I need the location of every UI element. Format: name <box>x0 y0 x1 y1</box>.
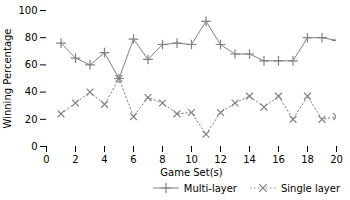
html-text:Single layer: Single layer <box>281 182 340 194</box>
svg-text:20: 20 <box>330 154 343 165</box>
svg-text:4: 4 <box>101 154 107 165</box>
svg-text:14: 14 <box>243 154 256 165</box>
svg-text:2: 2 <box>72 154 78 165</box>
svg-text:0: 0 <box>43 154 49 165</box>
svg-text:0: 0 <box>31 141 37 152</box>
svg-text:18: 18 <box>301 154 314 165</box>
svg-text:10: 10 <box>185 154 198 165</box>
svg-text:6: 6 <box>130 154 136 165</box>
svg-text:8: 8 <box>159 154 165 165</box>
svg-text:20: 20 <box>25 114 38 125</box>
svg-text:12: 12 <box>214 154 227 165</box>
svg-text:80: 80 <box>25 32 38 43</box>
svg-text:60: 60 <box>25 59 38 70</box>
svg-text:100: 100 <box>18 5 37 16</box>
html-text:Multi-layer: Multi-layer <box>183 182 237 194</box>
svg-text:16: 16 <box>272 154 285 165</box>
svg-text:Winning Percentage: Winning Percentage <box>2 28 13 128</box>
svg-text:40: 40 <box>25 86 38 97</box>
svg-text:Game Set(s): Game Set(s) <box>160 167 222 178</box>
